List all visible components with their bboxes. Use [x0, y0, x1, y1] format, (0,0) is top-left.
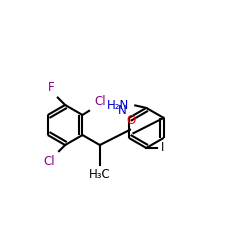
Text: H₃C: H₃C — [89, 168, 111, 180]
Text: I: I — [160, 142, 164, 154]
Text: F: F — [48, 81, 54, 94]
Text: H₂N: H₂N — [107, 99, 129, 112]
Text: Cl: Cl — [43, 155, 54, 168]
Text: N: N — [118, 104, 127, 117]
Text: Cl: Cl — [94, 95, 106, 108]
Text: O: O — [126, 114, 135, 127]
